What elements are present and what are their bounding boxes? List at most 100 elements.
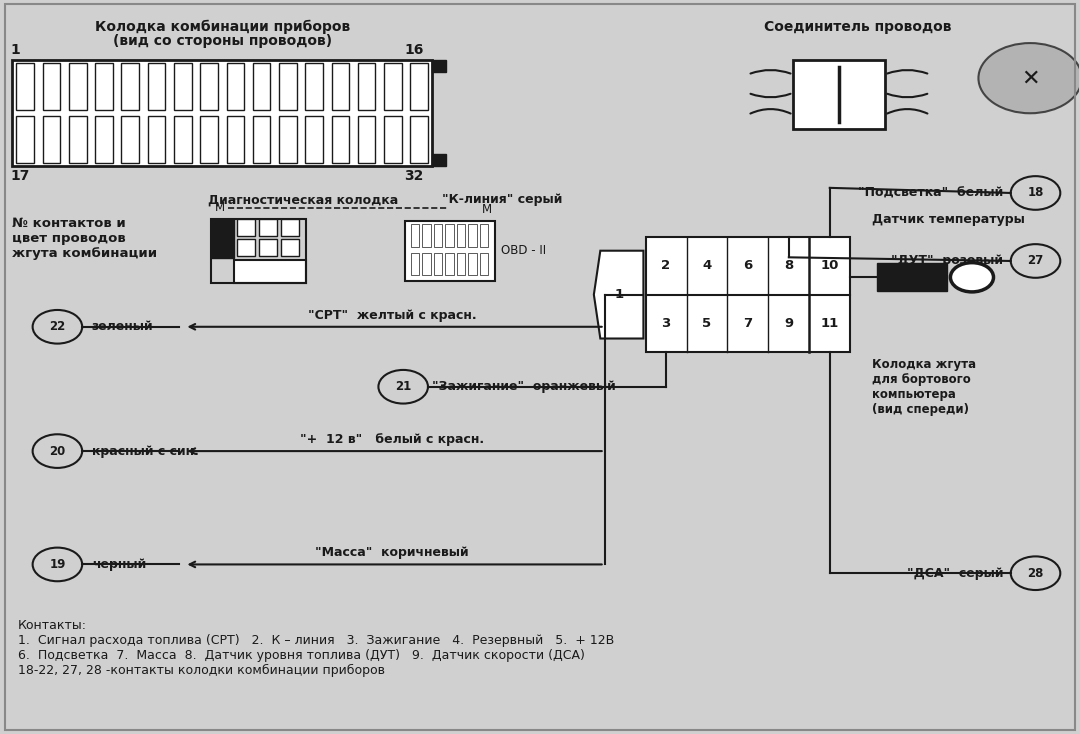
Text: Колодка жгута
для бортового
компьютера
(вид спереди): Колодка жгута для бортового компьютера (… [872,358,976,416]
Bar [148,63,165,110]
Text: "ДСА"  серый: "ДСА" серый [907,567,1003,580]
Bar [237,219,255,236]
Bar [457,225,465,247]
Text: 1: 1 [615,288,623,301]
Bar [279,116,297,163]
Bar [259,219,276,236]
Text: Диагностическая колодка: Диагностическая колодка [207,193,399,206]
Bar [432,60,446,72]
Bar [16,63,35,110]
Bar [410,252,419,275]
Bar [212,219,234,258]
Text: 20: 20 [50,445,66,457]
Text: 7: 7 [743,317,753,330]
Bar [237,239,255,255]
Bar [793,60,885,129]
Text: М: М [482,203,491,217]
Bar [469,252,476,275]
Bar [253,63,270,110]
Text: зеленый: зеленый [92,320,153,333]
Bar [121,63,139,110]
Text: 11: 11 [821,317,839,330]
Bar [445,225,454,247]
Bar [279,63,297,110]
Bar [306,63,323,110]
Text: "Масса"  коричневый: "Масса" коричневый [315,546,469,559]
Bar [480,252,488,275]
Text: 28: 28 [1027,567,1043,580]
Bar [384,116,402,163]
Text: 9: 9 [784,317,794,330]
Text: ✕: ✕ [1021,68,1039,88]
Bar [212,219,307,283]
Text: красный с син.: красный с син. [92,445,199,457]
Text: 19: 19 [50,558,66,571]
Bar [410,63,428,110]
Text: 10: 10 [821,259,839,272]
Text: 22: 22 [50,320,66,333]
Text: черный: черный [92,558,146,571]
Circle shape [950,263,994,292]
Text: № контактов и
цвет проводов
жгута комбинации: № контактов и цвет проводов жгута комбин… [12,217,158,260]
Bar [434,252,442,275]
Text: 16: 16 [404,43,423,57]
Bar [234,261,307,283]
Bar [422,252,431,275]
Polygon shape [594,251,644,338]
Circle shape [978,43,1080,113]
Text: 6: 6 [743,259,753,272]
Text: Контакты:
1.  Сигнал расхода топлива (СРТ)   2.  К – линия   3.  Зажигание   4. : Контакты: 1. Сигнал расхода топлива (СРТ… [17,619,613,677]
Bar [227,116,244,163]
Bar [43,116,60,163]
Bar [95,116,113,163]
Bar [646,237,850,352]
Bar [121,116,139,163]
Text: 32: 32 [404,169,423,183]
Bar [281,219,299,236]
Bar [95,63,113,110]
Bar [384,63,402,110]
Bar [434,225,442,247]
Bar [69,63,86,110]
Bar [445,252,454,275]
Bar [148,116,165,163]
Text: Колодка комбинации приборов: Колодка комбинации приборов [95,20,350,34]
Bar [43,63,60,110]
Bar [281,239,299,255]
Bar [253,116,270,163]
Text: 17: 17 [10,169,29,183]
Text: 4: 4 [702,259,712,272]
Text: "ДУТ"  розовый: "ДУТ" розовый [891,255,1003,267]
Text: "+  12 в"   белый с красн.: "+ 12 в" белый с красн. [300,433,484,446]
Text: 3: 3 [661,317,671,330]
Bar [69,116,86,163]
Text: OBD - II: OBD - II [501,244,546,257]
Bar [174,116,191,163]
Bar [332,116,349,163]
Text: "К-линия" серый: "К-линия" серый [442,193,563,206]
Bar [200,63,218,110]
Text: 5: 5 [702,317,712,330]
Text: Соединитель проводов: Соединитель проводов [764,20,951,34]
Bar [227,63,244,110]
Bar [877,264,947,291]
Bar [200,116,218,163]
Text: Датчик температуры: Датчик температуры [872,213,1025,226]
Bar [422,225,431,247]
Bar [432,154,446,166]
Bar [259,239,276,255]
Bar [12,60,432,166]
Bar [174,63,191,110]
Bar [410,225,419,247]
Bar [306,116,323,163]
Text: "Подсветка"  белый: "Подсветка" белый [858,186,1003,200]
Text: "СРТ"  желтый с красн.: "СРТ" желтый с красн. [308,309,476,321]
Text: (вид со стороны проводов): (вид со стороны проводов) [112,34,332,48]
Text: 8: 8 [784,259,794,272]
Bar [410,116,428,163]
Text: М: М [215,201,225,214]
Text: 21: 21 [395,380,411,393]
Bar [469,225,476,247]
Text: 18: 18 [1027,186,1043,200]
Bar [357,116,376,163]
